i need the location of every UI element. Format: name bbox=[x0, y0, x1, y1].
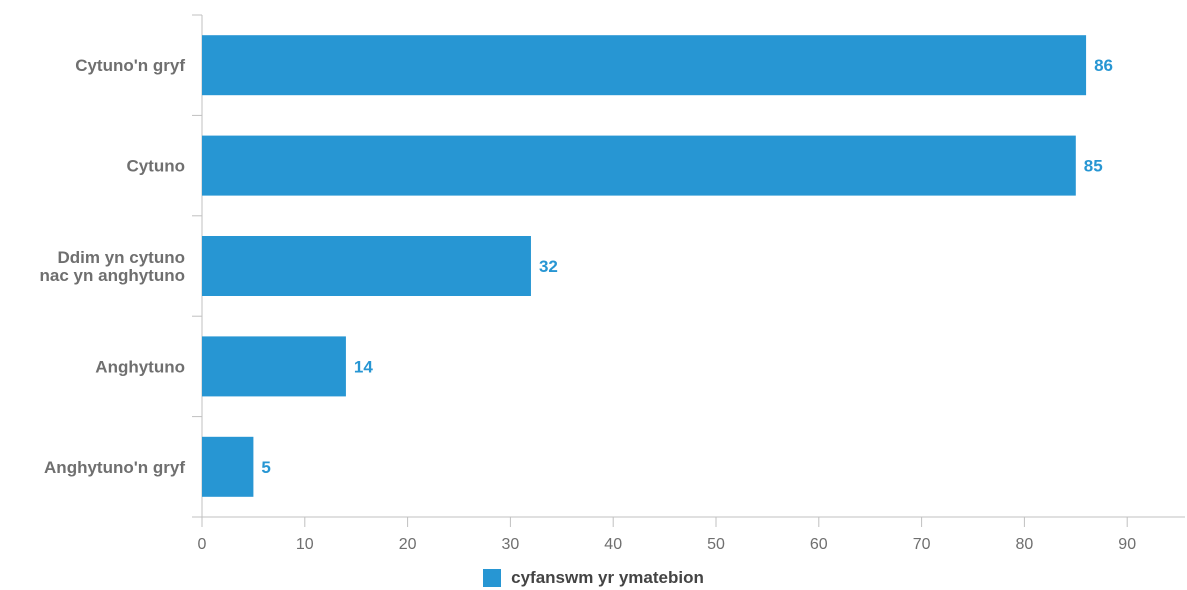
legend-swatch bbox=[483, 569, 502, 587]
bar bbox=[202, 436, 254, 497]
category-label: Ddim yn cytuno bbox=[57, 248, 185, 267]
data-label: 14 bbox=[354, 357, 373, 376]
category-label: Cytuno'n gryf bbox=[75, 56, 185, 75]
x-tick-label: 90 bbox=[1118, 536, 1136, 553]
x-tick-label: 80 bbox=[1016, 536, 1034, 553]
x-tick-label: 30 bbox=[502, 536, 520, 553]
x-tick-label: 70 bbox=[913, 536, 931, 553]
data-label: 32 bbox=[539, 257, 558, 276]
x-tick-label: 50 bbox=[707, 536, 725, 553]
category-label: nac yn anghytuno bbox=[40, 266, 185, 285]
bar bbox=[202, 135, 1076, 196]
data-label: 85 bbox=[1084, 157, 1103, 176]
x-tick-label: 20 bbox=[399, 536, 417, 553]
data-label: 86 bbox=[1094, 56, 1113, 75]
x-tick-label: 60 bbox=[810, 536, 828, 553]
category-label: Anghytuno bbox=[95, 357, 185, 376]
bar-chart: 0 10 20 30 40 50 60 70 80 90 86 Cytuno'n gryf 85 Cytu… bbox=[40, 14, 1185, 553]
x-tick-label: 40 bbox=[604, 536, 622, 553]
bar bbox=[202, 236, 531, 296]
legend[interactable]: cyfanswm yr ymatebion bbox=[0, 568, 1187, 588]
bar bbox=[202, 336, 346, 397]
x-tick-label: 10 bbox=[296, 536, 314, 553]
legend-label: cyfanswm yr ymatebion bbox=[511, 568, 704, 587]
x-tick-label: 0 bbox=[198, 536, 207, 553]
bar bbox=[202, 35, 1087, 96]
category-label: Cytuno bbox=[126, 157, 185, 176]
data-label: 5 bbox=[261, 458, 270, 477]
category-label: Anghytuno'n gryf bbox=[44, 458, 185, 477]
